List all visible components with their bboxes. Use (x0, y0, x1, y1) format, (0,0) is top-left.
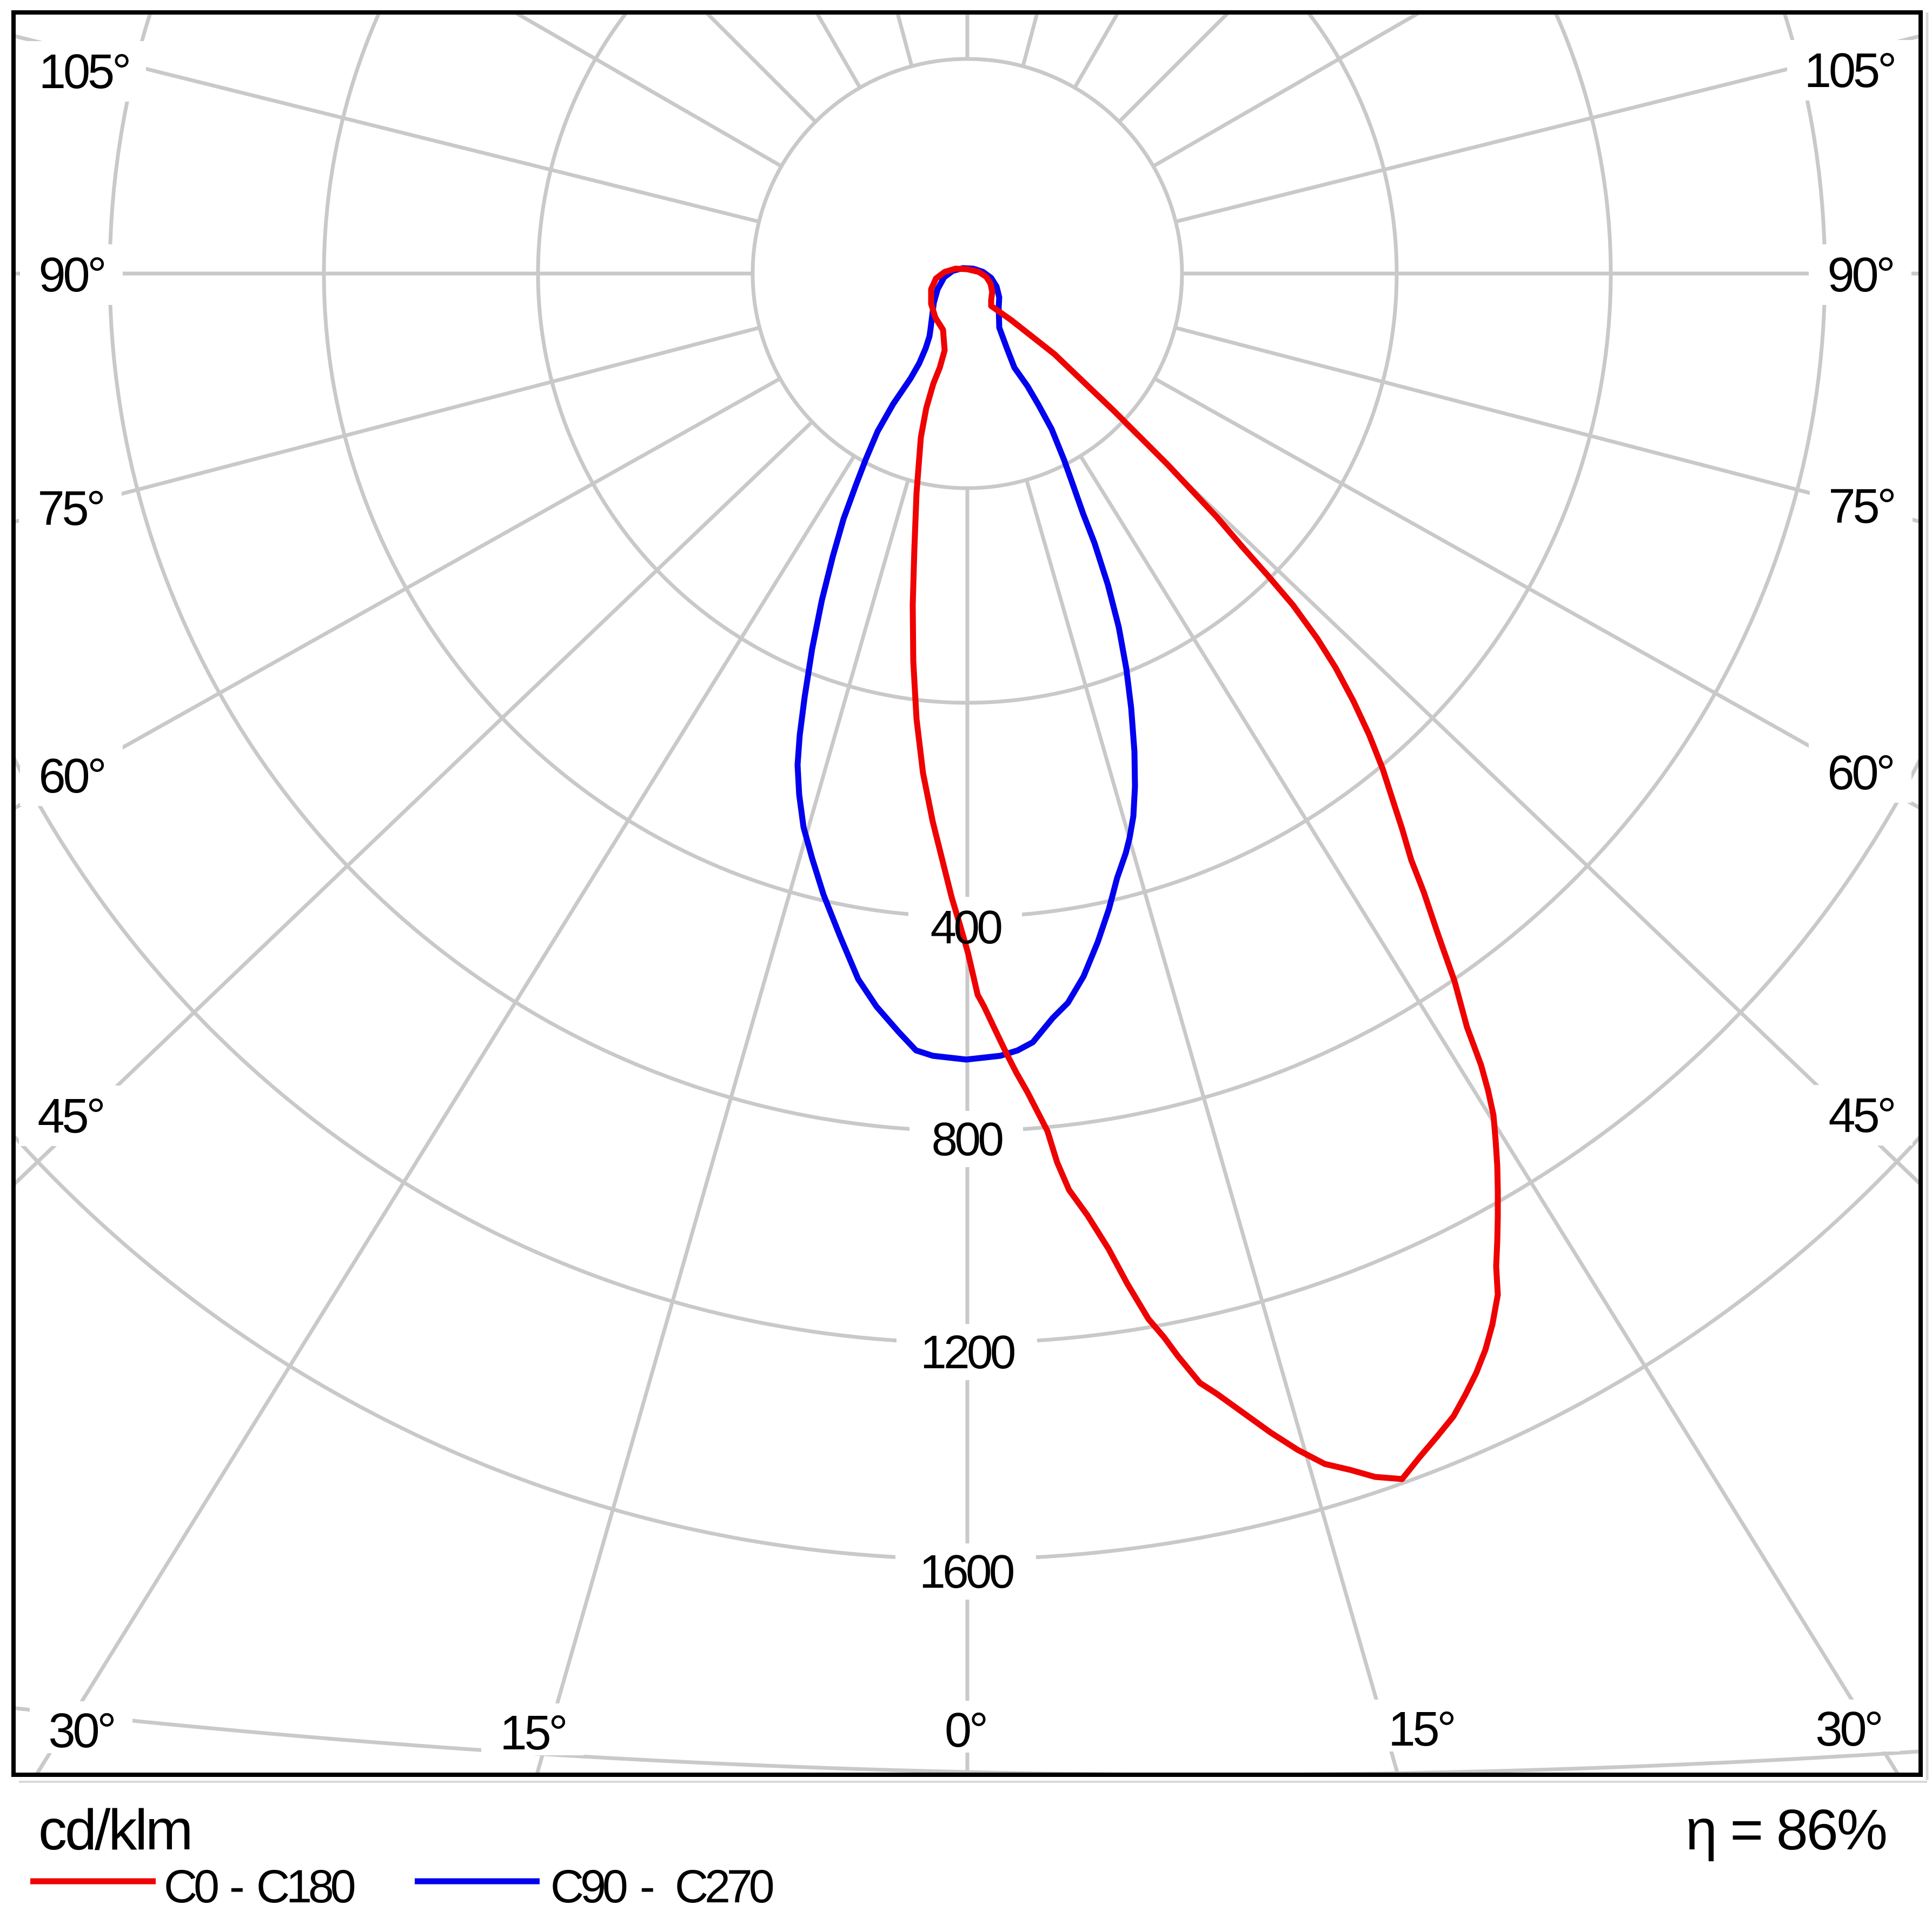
svg-text:C90: C90 (550, 1861, 627, 1913)
svg-text:C270: C270 (675, 1861, 773, 1913)
svg-text:400: 400 (931, 901, 1001, 954)
svg-text:105°: 105° (39, 45, 129, 99)
svg-text:15°: 15° (500, 1706, 565, 1760)
svg-text:800: 800 (932, 1113, 1002, 1166)
svg-text:1600: 1600 (919, 1546, 1013, 1598)
svg-text:75°: 75° (1828, 480, 1894, 534)
svg-text:η = 86%: η = 86% (1685, 1798, 1886, 1862)
svg-text:C0: C0 (164, 1861, 218, 1913)
svg-text:60°: 60° (1827, 746, 1893, 800)
svg-text:75°: 75° (37, 482, 103, 536)
svg-text:15°: 15° (1388, 1702, 1453, 1756)
svg-text:45°: 45° (37, 1089, 103, 1143)
svg-text:45°: 45° (1828, 1089, 1894, 1143)
svg-text:30°: 30° (1815, 1702, 1881, 1756)
svg-text:0°: 0° (945, 1703, 986, 1757)
svg-text:30°: 30° (48, 1704, 114, 1758)
svg-text:105°: 105° (1804, 44, 1894, 98)
svg-text:-: - (640, 1861, 653, 1913)
svg-text:90°: 90° (1827, 248, 1893, 302)
svg-text:-: - (229, 1861, 243, 1913)
svg-text:cd/klm: cd/klm (38, 1798, 191, 1862)
svg-text:1200: 1200 (920, 1326, 1014, 1379)
svg-text:90°: 90° (38, 248, 104, 302)
svg-text:60°: 60° (38, 749, 104, 803)
svg-text:C180: C180 (256, 1861, 355, 1913)
